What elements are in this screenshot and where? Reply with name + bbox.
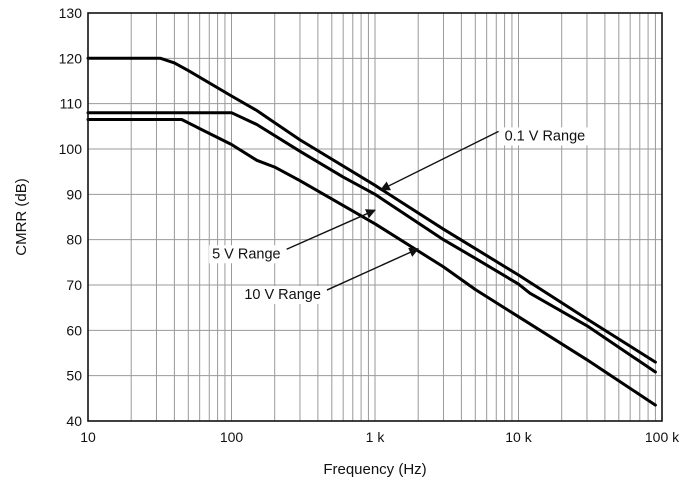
series-lines [86,56,657,407]
y-tick-label: 80 [66,232,82,248]
x-tick-label: 100 k [645,429,680,445]
annotation-label-backdrop [241,286,324,305]
annotation-label: 10 V Range [244,287,321,303]
annotation-arrow [286,209,376,250]
annotation-arrow [326,247,420,291]
series-line [86,56,657,364]
tick-labels: 40 50 60 70 80 90 100 110 120 130 10 100 1 k 10 k 100 … [59,5,680,445]
y-axis-label: CMRR (dB) [13,178,30,256]
y-tick-label: 110 [60,96,83,112]
annotation-label-backdrop [501,127,589,146]
x-tick-label: 10 k [505,429,532,445]
annotation-label: 0.1 V Range [505,128,586,144]
grid [87,12,662,422]
annotation-label-backdrop [209,245,284,264]
annotations: 0.1 V Range 5 V Range 10 V Range [209,127,589,305]
y-tick-label: 90 [66,186,82,202]
series-line [86,118,657,407]
x-tick-label: 100 [220,429,244,445]
y-tick-label: 100 [59,141,83,157]
x-tick-label: 10 [80,429,96,445]
y-tick-label: 60 [66,322,82,338]
annotation-arrow [380,130,499,191]
annotation-label: 5 V Range [212,246,281,262]
y-tick-label: 40 [66,413,82,429]
y-tick-label: 130 [59,5,83,21]
plot-frame [87,12,663,422]
x-axis-label: Frequency (Hz) [323,461,426,478]
x-tick-label: 1 k [366,429,386,445]
series-line [86,111,657,374]
y-tick-label: 70 [66,277,82,293]
y-tick-label: 50 [66,368,82,384]
y-tick-label: 120 [59,50,83,66]
